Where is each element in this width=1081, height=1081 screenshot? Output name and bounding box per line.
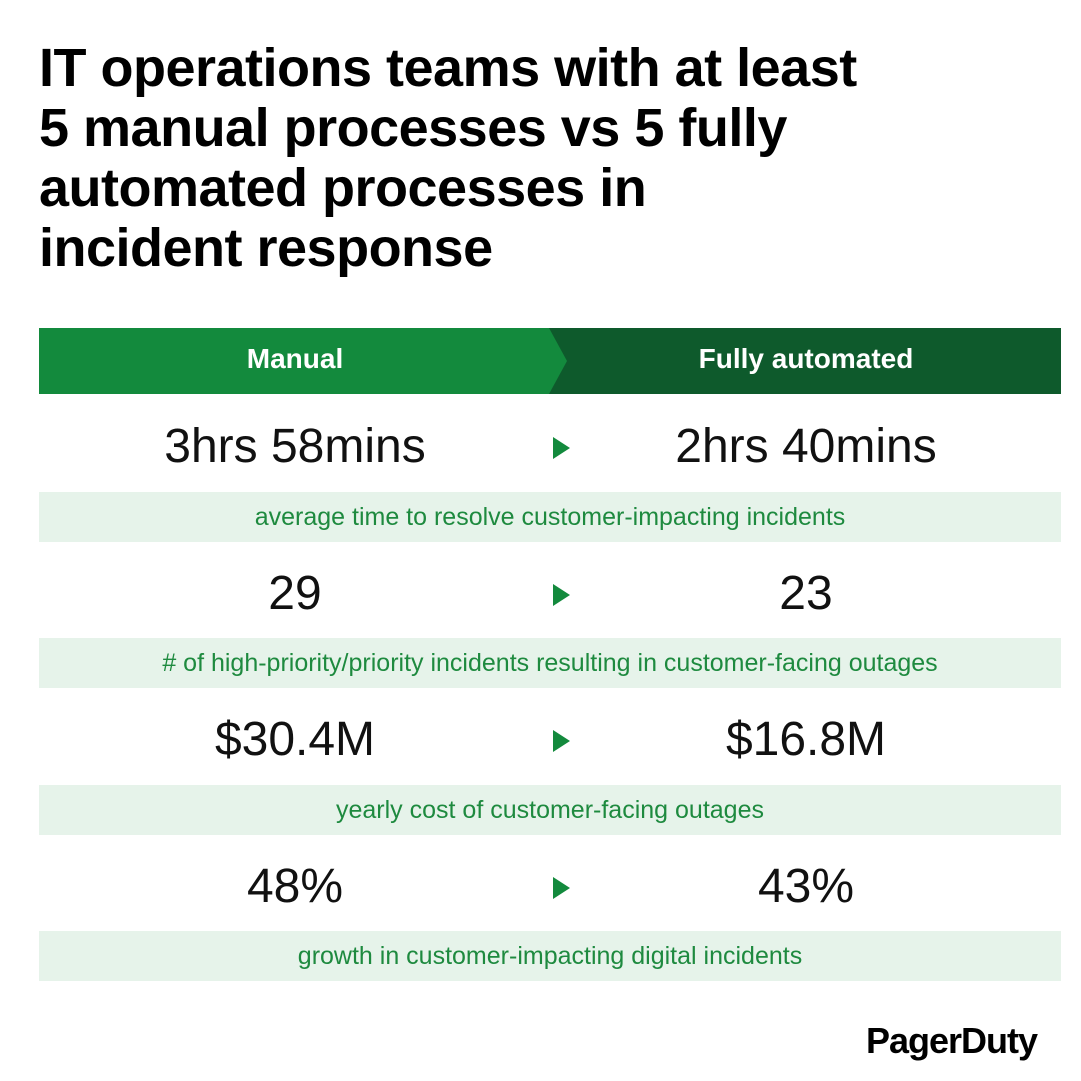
manual-column-header: Manual xyxy=(246,343,344,374)
metric-row: 29 23 xyxy=(39,544,1061,644)
manual-header-fill xyxy=(39,328,567,394)
comparison-header: Manual Fully automated xyxy=(39,328,1061,394)
metric-caption: # of high-priority/priority incidents re… xyxy=(39,638,1061,688)
header-background xyxy=(39,328,1061,394)
automated-value: 43% xyxy=(757,860,855,913)
right-triangle-icon xyxy=(553,437,570,459)
metric-row: $30.4M $16.8M xyxy=(39,690,1061,790)
automated-value: $16.8M xyxy=(725,713,887,766)
page-title: IT operations teams with at least 5 manu… xyxy=(39,38,1039,278)
right-triangle-icon xyxy=(553,584,570,606)
metric-row: 3hrs 58mins 2hrs 40mins xyxy=(39,397,1061,497)
automated-value: 2hrs 40mins xyxy=(675,420,937,473)
right-triangle-icon xyxy=(553,730,570,752)
title-line: automated processes in xyxy=(39,158,647,218)
automated-column-header: Fully automated xyxy=(698,343,914,374)
right-triangle-icon xyxy=(553,877,570,899)
manual-value: 3hrs 58mins xyxy=(164,420,426,473)
manual-value: 48% xyxy=(246,860,344,913)
title-line: 5 manual processes vs 5 fully xyxy=(39,98,787,158)
title-line: incident response xyxy=(39,218,493,278)
manual-value: 29 xyxy=(268,567,322,620)
title-line: IT operations teams with at least xyxy=(39,38,857,98)
metric-caption: average time to resolve customer-impacti… xyxy=(39,492,1061,542)
metric-row: 48% 43% xyxy=(39,837,1061,937)
metric-caption: yearly cost of customer-facing outages xyxy=(39,785,1061,835)
metric-caption: growth in customer-impacting digital inc… xyxy=(39,931,1061,981)
manual-value: $30.4M xyxy=(214,713,376,766)
pagerduty-logo: PagerDuty xyxy=(865,1020,1038,1061)
automated-value: 23 xyxy=(779,567,833,620)
